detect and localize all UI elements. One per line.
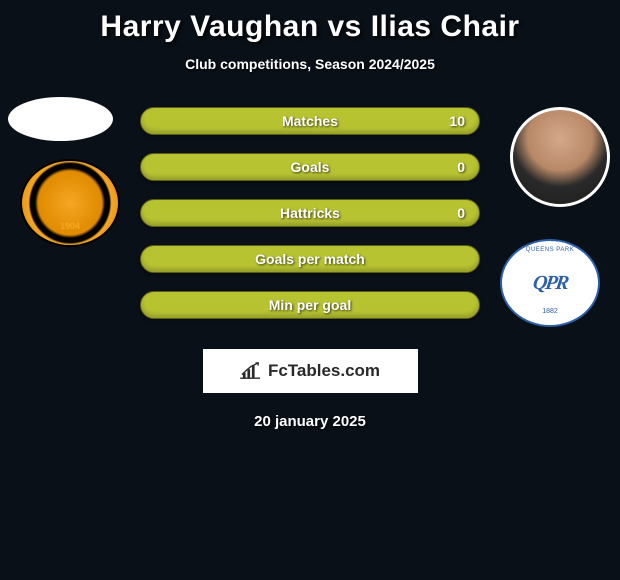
stat-row: Matches 10 <box>140 107 480 135</box>
stat-label: Goals per match <box>255 251 365 267</box>
date-text: 20 january 2025 <box>0 413 620 430</box>
stat-label: Matches <box>282 113 338 129</box>
page-title: Harry Vaughan vs Ilias Chair <box>0 0 620 44</box>
stat-row: Min per goal <box>140 291 480 319</box>
club-badge-left <box>20 159 120 247</box>
player-left-avatar <box>8 97 113 141</box>
brand-logo: FcTables.com <box>203 349 418 393</box>
player-right-avatar <box>510 107 610 207</box>
stat-label: Goals <box>291 159 330 175</box>
stat-label: Hattricks <box>280 205 340 221</box>
subtitle: Club competitions, Season 2024/2025 <box>0 56 620 72</box>
stat-row: Hattricks 0 <box>140 199 480 227</box>
comparison-area: QPR Matches 10 Goals 0 Hattricks 0 Goals… <box>0 107 620 337</box>
stat-value-right: 10 <box>449 113 465 129</box>
stat-bars: Matches 10 Goals 0 Hattricks 0 Goals per… <box>140 107 480 337</box>
stat-label: Min per goal <box>269 297 351 313</box>
stat-value-right: 0 <box>457 159 465 175</box>
club-badge-right: QPR <box>500 239 600 327</box>
stat-value-right: 0 <box>457 205 465 221</box>
stat-row: Goals per match <box>140 245 480 273</box>
club-right-text: QPR <box>531 272 568 295</box>
chart-icon <box>240 362 262 380</box>
stat-row: Goals 0 <box>140 153 480 181</box>
brand-logo-text: FcTables.com <box>268 361 380 381</box>
